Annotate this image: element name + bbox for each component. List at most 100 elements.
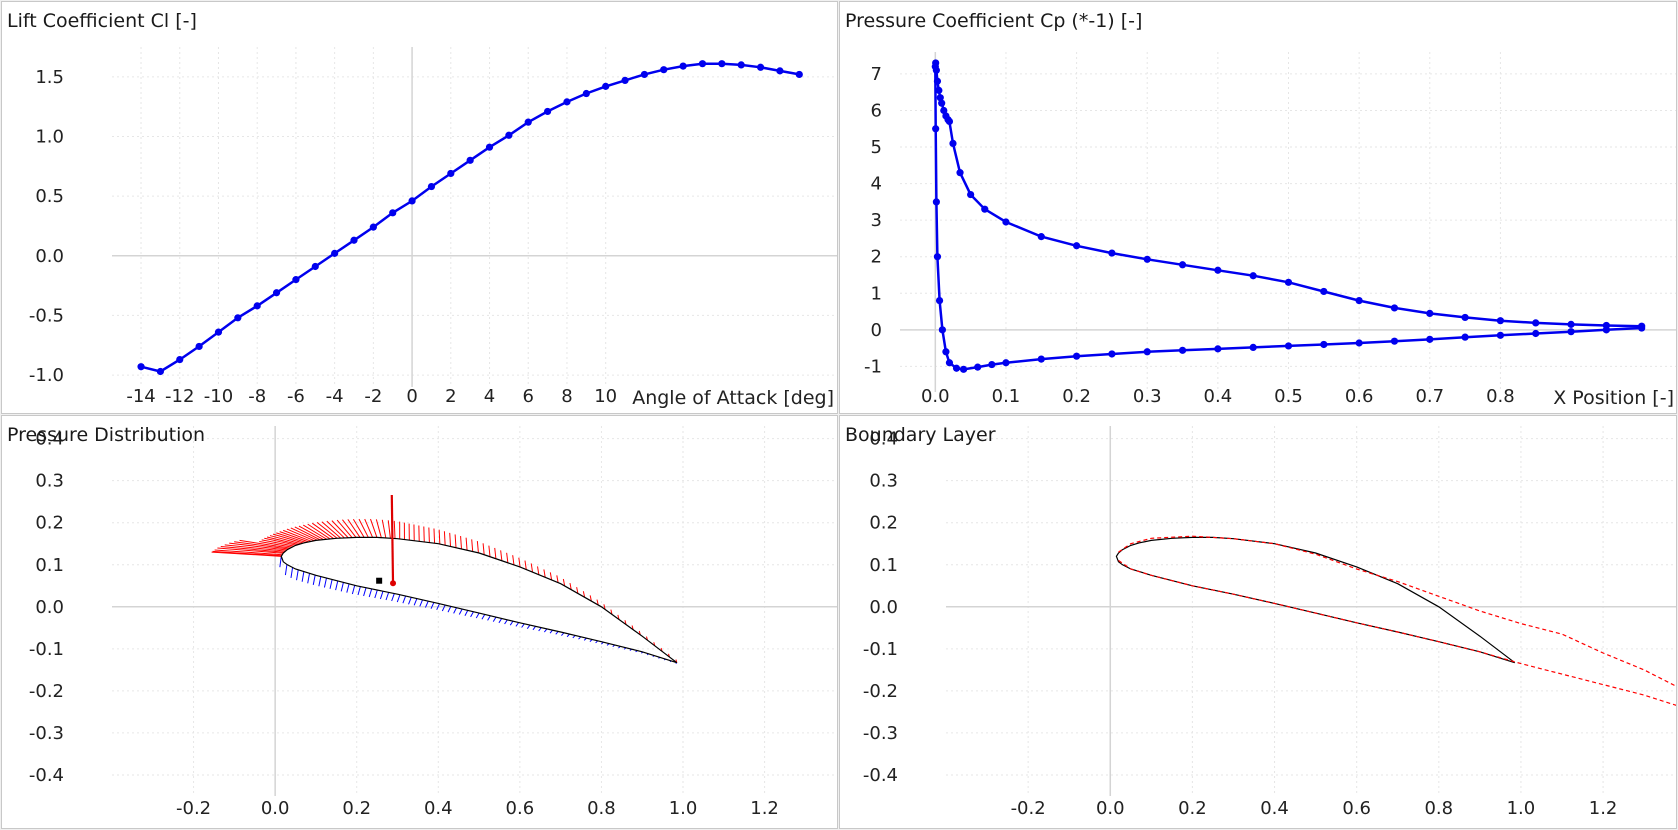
x-tick-label: 0.1 [992,386,1021,407]
suction-vector [443,531,446,546]
cl-data-point [660,66,668,74]
pressure-vector [492,616,497,622]
x-tick-label: 1.2 [1589,798,1618,819]
suction-vector [500,550,503,561]
cp-lower-point [974,363,982,371]
cp-upper-point [956,169,964,177]
cp-lower-point [1602,326,1610,334]
airfoil-outline [280,536,678,664]
pressure-vector [402,595,407,604]
cl-data-point [544,107,552,116]
suction-vector [264,537,297,546]
y-tick-label: -0.3 [863,723,898,744]
cp-lower-point [1249,343,1257,351]
y-tick-label: 0.3 [35,471,64,492]
y-tick-label: -1.0 [29,365,64,386]
boundary-layer-lower [1118,560,1676,706]
pressure-coefficient-chart: 0.0 0.1 0.2 0.3 0.4 0.5 0.6 0.7 0.8 -1 0 1 2 3 4 5 6 7 X P… [864,52,1676,409]
x-tick-label: 0.8 [1486,386,1515,407]
boundary-layer-panel: -0.2 0.0 0.2 0.4 0.6 0.8 1.0 1.2 -0.4 -0.3 -0.2 -0.… [839,415,1677,829]
cl-data-point [602,82,610,90]
cp-lower-point [945,359,954,367]
cp-lower-point [1638,324,1646,332]
cp-lower-point [1390,337,1399,345]
cl-data-point [776,67,784,75]
cp-lower-point [1532,329,1540,338]
cp-upper-point [1496,317,1505,325]
suction-vector [211,551,282,557]
x-tick-label: 0.5 [1274,386,1303,407]
suction-vector [307,523,331,540]
pressure-vector [340,582,344,592]
suction-vector [518,557,521,568]
pressure-vector [374,589,378,599]
y-tick-label: 4 [871,174,882,195]
suction-vector [290,527,318,541]
cl-data-point [156,367,164,376]
cp-upper-point [1284,278,1293,286]
y-tick-label: -0.1 [29,639,64,660]
cp-lower-point [1178,346,1187,354]
lift-coefficient-chart: -14 -12 -10 -8 -6 -4 -2 0 2 4 6 8 10 -1.0 -0.5 0.0 0.5 1.… [29,47,837,409]
cl-data-point [563,98,571,106]
suction-vector [576,587,579,594]
x-tick-label: 0.6 [1342,798,1371,819]
cp-upper-point [1567,320,1575,328]
cl-data-point [698,60,707,68]
suction-vector [224,544,286,552]
suction-vector [471,539,474,552]
x-tick-label: 0.6 [506,798,535,819]
suction-vector [326,520,345,539]
cp-upper-point [1108,249,1116,257]
pressure-vector [312,574,316,585]
suction-vector [512,555,515,565]
x-tick-label: 0.0 [261,798,290,819]
pressure-vector [549,629,553,634]
cp-lower-point [1002,359,1010,367]
suction-vector [276,532,307,543]
pressure-vector [498,618,503,624]
suction-vector [460,536,462,550]
x-tick-label: -8 [248,386,266,407]
airfoil-outline [1115,536,1516,664]
cp-upper-point [1532,319,1540,327]
pressure-vector [413,598,418,606]
cp-upper-point [949,139,957,147]
pressure-vector [538,627,542,632]
x-tick-label: 0.3 [1133,386,1162,407]
cp-lower-point [931,63,939,71]
cp-lower-point [942,348,950,356]
suction-vector [364,518,374,538]
y-tick-label: -0.3 [29,723,64,744]
suction-vector [347,519,361,538]
x-tick-label: -4 [326,386,344,407]
cp-upper-point [936,94,944,102]
x-tick-label: 2 [445,386,456,407]
aerodynamic-center-marker [376,577,383,584]
cp-lower-point [959,365,968,373]
cp-upper-point [938,99,946,107]
suction-vector [234,541,289,550]
cp-lower-point [1567,328,1575,336]
pressure-vector [487,615,491,621]
center-of-pressure-marker [390,580,397,587]
cp-lower-point [938,326,946,334]
cl-data-point [582,89,590,98]
boundary-layer-chart: -0.2 0.0 0.2 0.4 0.6 0.8 1.0 1.2 -0.4 -0.3 -0.2 -0.… [863,426,1676,819]
suction-vector [482,543,485,555]
pressure-vector [419,599,424,607]
cl-data-point [427,182,436,191]
suction-vector [331,520,349,539]
y-tick-label: 0.1 [35,555,64,576]
y-tick-label: 0.4 [869,429,898,450]
y-tick-label: 1 [871,283,882,304]
cp-upper-point [1355,297,1363,305]
suction-vector [582,591,586,598]
pressure-vector [323,577,327,588]
suction-vector [537,566,540,575]
y-tick-label: 0.1 [869,555,898,576]
x-tick-label: -0.2 [1011,798,1046,819]
cp-upper-point [1426,309,1434,317]
cl-data-point [505,131,513,139]
x-tick-label: 0 [406,386,417,407]
